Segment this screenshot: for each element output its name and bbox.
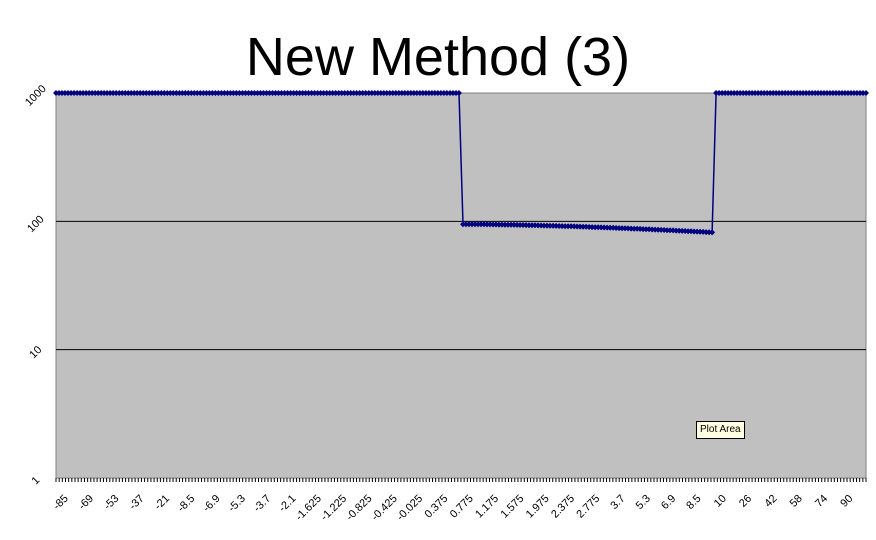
x-tick-label: -8.5 (175, 493, 197, 515)
data-point (456, 90, 462, 96)
x-tick-label: 58 (788, 493, 805, 510)
x-tick-label: 2.775 (574, 493, 602, 521)
x-tick-label: -1.225 (319, 493, 350, 524)
x-tick-label: -0.425 (369, 493, 400, 524)
plot-area-tooltip: Plot Area (696, 421, 745, 439)
x-tick-label: 2.375 (549, 493, 577, 521)
x-tick-label: -1.625 (293, 493, 324, 524)
x-tick-label: 26 (737, 493, 754, 510)
x-tick-label: 90 (838, 493, 855, 510)
x-tick-label: 1.975 (524, 493, 552, 521)
data-point (71, 90, 77, 96)
y-tick-label: 10 (27, 344, 44, 361)
x-tick-label: 6.9 (659, 493, 678, 512)
data-point (863, 90, 869, 96)
data-point (401, 90, 408, 96)
y-tick-label: 1 (29, 474, 42, 487)
x-tick-label: -37 (127, 493, 147, 513)
y-axis-ticks: 1 10 100 1000 (23, 83, 49, 487)
data-point (278, 90, 285, 96)
x-tick-label: 0.375 (423, 493, 451, 521)
x-tick-label: 8.5 (684, 493, 703, 512)
chart-title: New Method (3) (245, 27, 631, 87)
x-tick-label: 42 (762, 493, 779, 510)
data-point (443, 90, 450, 96)
gridlines (56, 220, 866, 351)
x-tick-label: -69 (76, 493, 96, 513)
x-tick-label: -53 (102, 493, 122, 513)
data-point (320, 90, 327, 96)
x-tick-label: 74 (813, 493, 830, 510)
data-point (236, 90, 243, 96)
y-tick-label: 1000 (23, 83, 49, 109)
x-axis-ticks: -85 -69 -53 -37 -21 -8.5 -6.9 -5.3 -3.7 -2.1-1.62… (51, 478, 867, 524)
x-tick-label: -6.9 (201, 493, 223, 515)
x-tick-label: -5.3 (226, 493, 248, 515)
series-layer (53, 90, 869, 236)
x-tick-label: 5.3 (634, 493, 653, 512)
y-tick-label: 100 (25, 213, 46, 234)
x-tick-label: 1.575 (498, 493, 526, 521)
x-tick-label: 0.775 (448, 493, 476, 521)
data-point (155, 90, 162, 96)
x-tick-label: 1.175 (473, 493, 501, 521)
x-tick-label: 3.7 (608, 493, 627, 512)
x-tick-label: -0.825 (344, 493, 375, 524)
x-tick-label: -0.025 (395, 493, 426, 524)
x-tick-label: 10 (712, 493, 729, 510)
x-tick-label: -85 (51, 493, 71, 513)
data-point (541, 222, 547, 229)
x-tick-label: -2.1 (277, 493, 299, 515)
data-point (113, 90, 120, 96)
data-point (709, 229, 716, 236)
x-tick-label: -3.7 (251, 493, 273, 515)
x-tick-label: -21 (152, 493, 172, 513)
data-point (197, 90, 204, 96)
data-point (362, 90, 369, 96)
